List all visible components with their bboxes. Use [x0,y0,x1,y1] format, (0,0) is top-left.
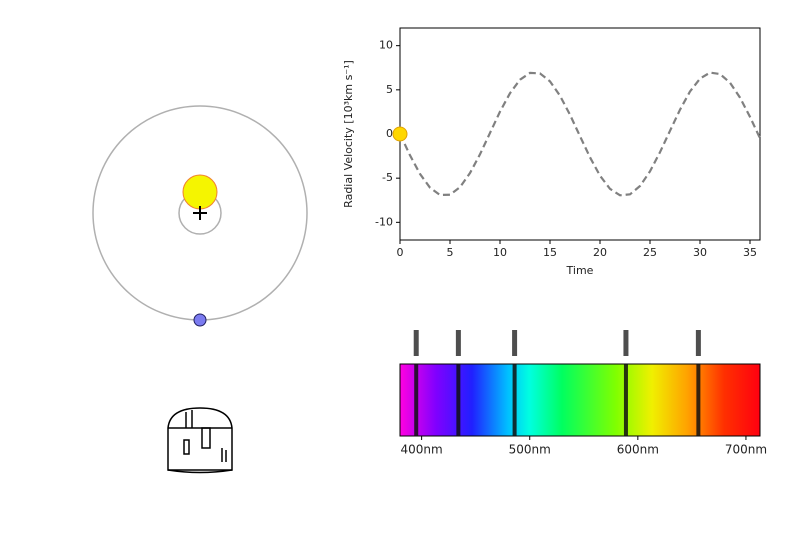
x-tick-label: 30 [693,246,707,259]
line-marker [413,330,419,356]
current-point [392,126,408,142]
y-axis-label: Radial Velocity [10³km s⁻¹] [342,60,355,208]
x-tick-label: 700nm [725,443,767,457]
x-tick-label: 10 [493,246,507,259]
absorption-line [456,364,461,436]
x-tick-label: 25 [643,246,657,259]
absorption-line [512,364,517,436]
absorption-line [696,364,701,436]
absorption-line [414,364,419,436]
plot-frame [399,27,761,241]
star [182,174,218,210]
absorption-line [623,364,628,436]
y-tick-label: 5 [386,83,393,96]
y-tick-label: 10 [379,39,393,52]
center-of-mass [193,206,207,220]
line-marker [455,330,461,356]
x-axis-label: Time [566,264,594,277]
y-tick-label: -10 [375,215,393,228]
x-tick-label: 600nm [617,443,659,457]
x-tick-label: 0 [397,246,404,259]
line-marker [623,330,629,356]
x-tick-label: 5 [447,246,454,259]
line-marker [695,330,701,356]
rv-curve [399,71,761,197]
y-tick-label: -5 [382,171,393,184]
rv-chart: Time Radial Velocity [10³km s⁻¹] 0 5 10 15 2… [342,27,761,277]
x-tick-label: 500nm [509,443,551,457]
y-tick-label: 0 [386,127,393,140]
x-tick-label: 400nm [401,443,443,457]
spectrum-band [399,363,761,437]
planet [193,313,207,327]
observatory [167,407,233,474]
x-tick-label: 35 [743,246,757,259]
spectrum-chart: 400nm 500nm 600nm 700nm [399,330,767,457]
orbit-diagram [92,105,308,327]
x-tick-label: 20 [593,246,607,259]
line-marker [512,330,518,356]
x-tick-label: 15 [543,246,557,259]
